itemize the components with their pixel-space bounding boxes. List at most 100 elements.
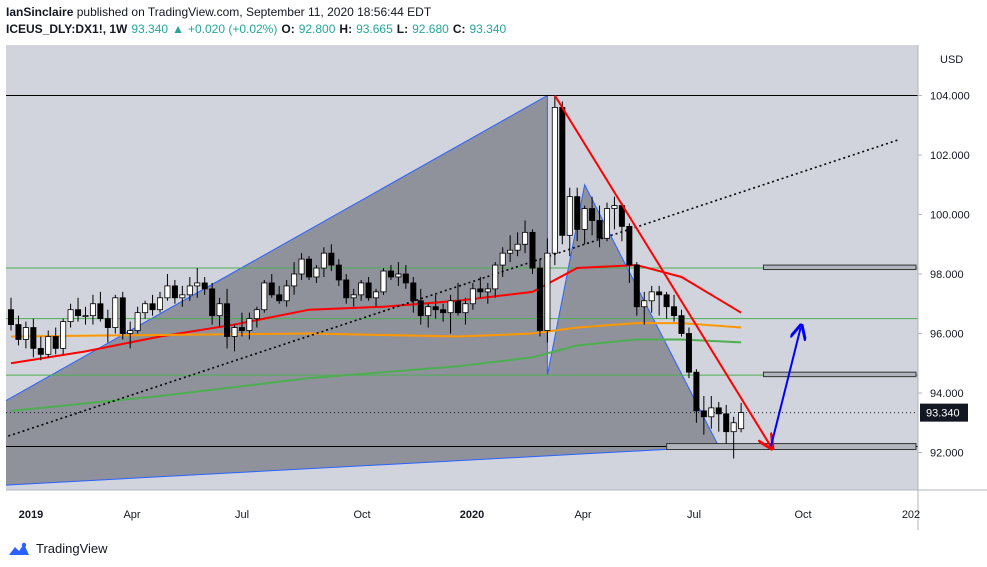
candle <box>7 297 14 331</box>
candle <box>425 303 432 328</box>
blue-projection-arrow <box>769 328 801 447</box>
time-tick-label: Jul <box>235 509 249 521</box>
price-change: +0.020 (+0.02%) <box>187 22 278 36</box>
candle-body <box>52 336 59 349</box>
candle-body <box>656 291 663 296</box>
candle <box>395 262 402 286</box>
candle-body <box>30 327 37 349</box>
price-chart[interactable]: USD 104.000 102.000 100.000 98.000 96.000 94.… <box>0 40 987 530</box>
tradingview-footer[interactable]: TradingView <box>8 541 108 556</box>
symbol-name[interactable]: ICEUS_DLY:DX1!, 1W <box>6 22 128 36</box>
candle <box>194 268 201 298</box>
candle <box>611 196 618 230</box>
candle-body <box>45 336 52 355</box>
candle-body <box>559 107 566 236</box>
time-tick-label: 202 <box>902 509 920 521</box>
candle <box>186 276 193 301</box>
candle-body <box>37 347 44 355</box>
candle-body <box>596 220 603 239</box>
candle <box>283 279 290 307</box>
candle-body <box>425 306 432 317</box>
candle <box>60 318 67 355</box>
candle-body <box>700 410 707 418</box>
price-axis[interactable]: 104.000 102.000 100.000 98.000 96.000 94.000 9… <box>918 91 970 460</box>
candle <box>156 291 163 313</box>
candle <box>112 294 119 334</box>
candle-body <box>171 285 178 299</box>
candle-body <box>186 285 193 296</box>
candle <box>246 312 253 340</box>
candle <box>22 321 29 349</box>
candle <box>373 288 380 307</box>
candle-body <box>134 312 141 331</box>
candle-body <box>477 288 484 293</box>
time-axis[interactable]: 2019 Apr Jul Oct 2020 Apr Jul Oct 202 <box>19 509 920 521</box>
time-tick-label: 2019 <box>19 509 43 521</box>
candle <box>358 279 365 301</box>
author-name[interactable]: IanSinclaire <box>6 5 74 19</box>
candle <box>261 279 268 313</box>
candle-body <box>373 291 380 299</box>
candle <box>97 291 104 322</box>
candle-body <box>283 285 290 302</box>
price-tick-label: 102.000 <box>930 150 970 162</box>
candle <box>209 282 216 325</box>
candle-body <box>75 309 82 317</box>
candle-body <box>730 422 737 433</box>
candle-body <box>7 309 14 325</box>
candle <box>656 285 663 316</box>
last-price: 93.340 <box>131 22 169 36</box>
candle-body <box>484 288 491 293</box>
candle-body <box>67 309 74 323</box>
candle-body <box>678 315 685 334</box>
candle <box>529 229 536 274</box>
high-value: 93.665 <box>356 22 393 36</box>
tradingview-brand: TradingView <box>36 541 108 556</box>
candle-body <box>97 303 104 320</box>
candle <box>604 202 611 242</box>
candle <box>313 265 320 283</box>
candle-body <box>276 294 283 302</box>
candle <box>328 244 335 272</box>
last-price-tag-label: 93.340 <box>926 408 960 420</box>
candle <box>641 291 648 325</box>
candle-body <box>328 252 335 266</box>
candle-body <box>194 282 201 287</box>
open-value: 92.800 <box>298 22 336 36</box>
candle <box>350 288 357 307</box>
candle-body <box>574 196 581 230</box>
candle <box>380 268 387 295</box>
candle <box>305 256 312 280</box>
candle <box>700 395 707 435</box>
candle-body <box>209 288 216 317</box>
candle-body <box>641 300 648 308</box>
candle <box>492 262 499 298</box>
candle <box>432 294 439 319</box>
candle <box>37 336 44 361</box>
candle-body <box>313 267 320 278</box>
red-trendline <box>553 94 771 447</box>
candle-body <box>358 282 365 296</box>
candle <box>298 253 305 280</box>
candle <box>30 318 37 358</box>
candle <box>440 303 447 322</box>
candle-body <box>224 303 231 337</box>
candle <box>410 276 417 313</box>
candle-body <box>231 327 238 337</box>
candle-body <box>604 208 611 239</box>
candle-body <box>164 285 171 299</box>
candle <box>723 404 730 444</box>
candle <box>104 309 111 343</box>
candle-body <box>387 270 394 278</box>
candle-body <box>611 205 618 209</box>
candle-body <box>89 303 96 317</box>
candle-body <box>454 300 461 314</box>
candle <box>216 297 223 328</box>
candle-body <box>402 273 409 284</box>
candle-body <box>723 413 730 433</box>
candle <box>462 297 469 325</box>
candle-body <box>60 321 67 349</box>
candle <box>142 300 149 319</box>
close-value: 93.340 <box>469 22 507 36</box>
candle-body <box>544 252 551 331</box>
